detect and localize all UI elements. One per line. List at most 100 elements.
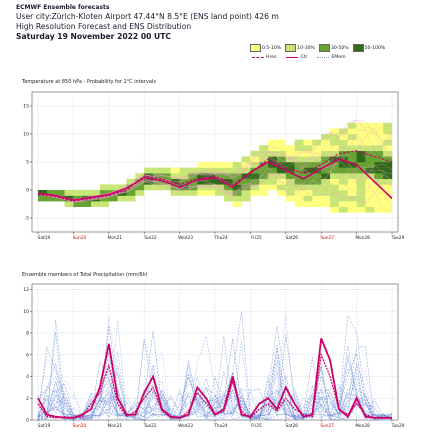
temp-prob-cell [374, 173, 384, 179]
temp-prob-cell [268, 173, 278, 179]
precip-day-label: Mon28 [355, 423, 370, 429]
temp-prob-cell [285, 145, 295, 151]
precip-y-tick-label: 4 [26, 374, 29, 380]
legend-line-label: Ctr [300, 55, 308, 60]
precip-ensemble-member-line [37, 336, 393, 421]
temp-prob-cell [356, 156, 366, 163]
temp-prob-cell [82, 201, 92, 207]
temp-prob-cell [312, 195, 322, 202]
temp-prob-cell [330, 190, 340, 196]
temp-prob-cell [383, 195, 393, 202]
temp-day-label: Sat26 [286, 235, 299, 241]
temp-ctr-line [37, 158, 393, 201]
temp-prob-cell [91, 190, 101, 196]
temp-day-label: Tue29 [391, 235, 405, 241]
temp-prob-cell [347, 167, 357, 174]
temp-prob-cell [356, 184, 366, 191]
temp-prob-cell [250, 173, 260, 179]
temp-prob-cell [197, 178, 207, 185]
temp-prob-cell [250, 167, 260, 174]
temp-prob-cell [250, 178, 260, 185]
location-title: User city:Zürich-Kloten Airport 47.44°N … [16, 12, 279, 21]
legend-line [252, 57, 264, 58]
precip-day-label: Sat19 [38, 423, 51, 429]
temp-prob-cell [38, 195, 48, 202]
precip-y-tick-label: 12 [23, 287, 29, 293]
temp-prob-cell [374, 128, 384, 135]
legend-swatch [318, 44, 330, 52]
temp-prob-cell [268, 150, 278, 157]
legend-prob-30-50: 30-50% [318, 44, 349, 52]
temp-prob-cell [303, 162, 313, 168]
temp-prob-cell [206, 178, 216, 185]
temp-prob-cell [108, 184, 118, 191]
temp-prob-cell [215, 178, 225, 185]
run-date: Saturday 19 November 2022 00 UTC [16, 32, 171, 41]
temp-prob-cell [338, 173, 348, 179]
temp-prob-cell [312, 156, 322, 163]
temp-prob-cell [338, 206, 348, 213]
precip-day-label: Mon21 [108, 423, 123, 429]
temp-prob-cell [374, 145, 384, 151]
precip-day-label: Sun20 [73, 423, 87, 429]
temp-prob-cell [259, 145, 269, 151]
temp-prob-cell [365, 190, 375, 196]
temp-prob-cell [330, 184, 340, 191]
provider-title: ECMWF Ensemble forecasts [16, 4, 110, 11]
temp-prob-cell [294, 150, 304, 157]
legend-prob-50-100: 50-100% [352, 44, 385, 52]
precip-ensemble-member-line [37, 320, 393, 421]
temp-prob-cell [383, 139, 393, 146]
temp-prob-cell [241, 156, 251, 163]
temp-prob-cell [73, 201, 83, 207]
temp-prob-cell [170, 173, 180, 179]
precip-y-tick-label: 8 [26, 331, 29, 337]
temp-prob-cell [321, 156, 331, 163]
temp-y-tick-label: 10 [23, 132, 29, 138]
temp-prob-cell [347, 184, 357, 191]
temp-prob-cell [374, 122, 384, 129]
temp-day-label: Sat19 [38, 235, 51, 241]
temp-prob-cell [330, 178, 340, 185]
temp-prob-cell [365, 150, 375, 157]
precip-y-tick-label: 2 [26, 396, 29, 402]
temp-prob-cell [91, 201, 101, 207]
precip-ensemble-member-line [37, 369, 393, 421]
temp-prob-cell [268, 145, 278, 151]
temp-prob-cell [215, 162, 225, 168]
temp-prob-cell [347, 150, 357, 157]
temp-prob-cell [365, 122, 375, 129]
temp-prob-cell [312, 139, 322, 146]
temp-prob-cell [294, 184, 304, 191]
precip-ensemble-member-line [37, 338, 393, 420]
temp-prob-cell [223, 167, 233, 174]
temp-prob-cell [232, 184, 242, 191]
temp-prob-cell [338, 178, 348, 185]
temp-prob-cell [356, 162, 366, 168]
temp-prob-cell [330, 167, 340, 174]
temp-prob-cell [206, 190, 216, 196]
temp-prob-cell [374, 190, 384, 196]
temp-prob-cell [383, 206, 393, 213]
temp-prob-cell [206, 173, 216, 179]
temp-prob-cell [383, 134, 393, 140]
temp-prob-cell [179, 167, 189, 174]
temp-prob-cell [135, 173, 145, 179]
temp-prob-cell [285, 150, 295, 157]
temp-prob-cell [365, 134, 375, 140]
temp-prob-cell [206, 167, 216, 174]
temp-prob-cell [383, 190, 393, 196]
temp-prob-cell [206, 162, 216, 168]
temp-prob-cell [259, 190, 269, 196]
temp-prob-cell [338, 162, 348, 168]
temp-prob-cell [276, 167, 286, 174]
temp-prob-cell [303, 150, 313, 157]
temp-prob-cell [161, 167, 171, 174]
temp-ensemble-member-line [37, 159, 393, 202]
temp-prob-cell [303, 184, 313, 191]
temp-prob-cell [250, 190, 260, 196]
temp-prob-cell [330, 201, 340, 207]
legend-swatch [285, 44, 297, 52]
legend-ctr: Ctr [286, 55, 307, 60]
precip-day-label: Fri25 [251, 423, 262, 429]
